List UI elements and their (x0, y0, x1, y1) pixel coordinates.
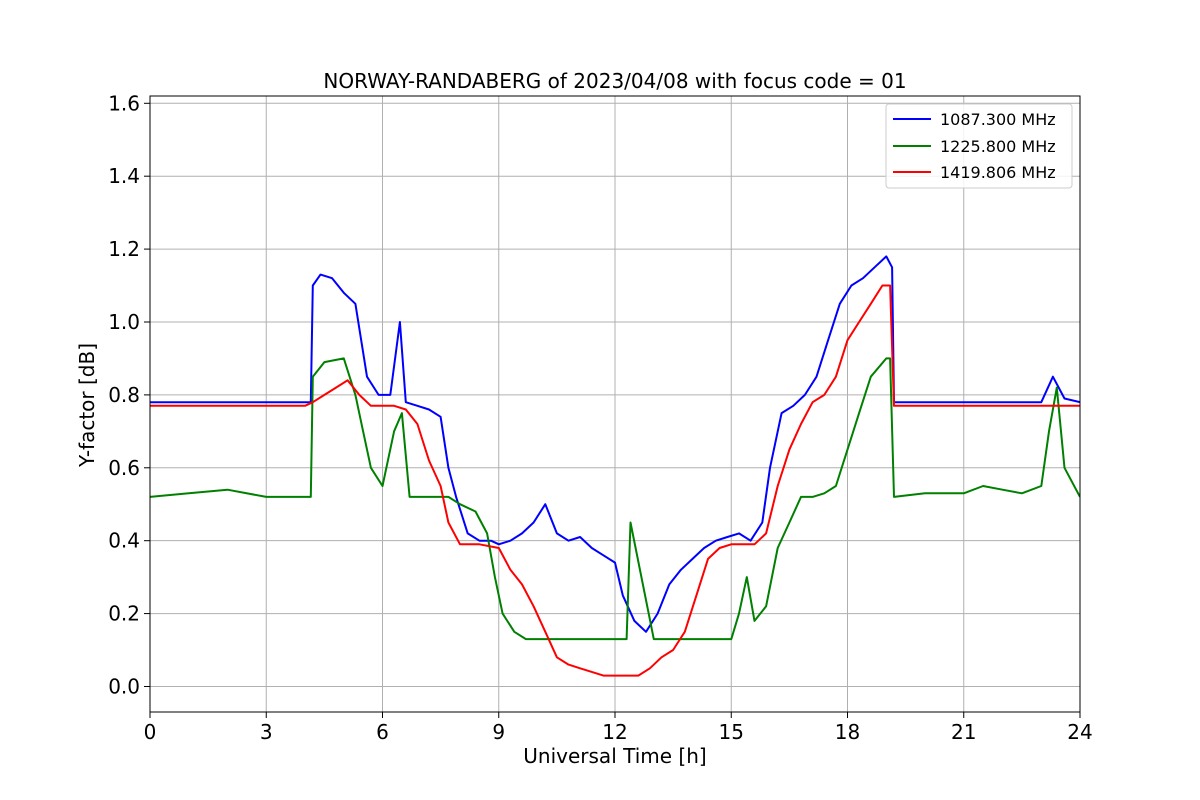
y-tick-label: 0.8 (108, 383, 140, 407)
y-axis-title: Y-factor [dB] (75, 343, 99, 468)
x-tick-label: 6 (376, 720, 389, 744)
series-layer (150, 255, 1080, 677)
x-tick-label: 15 (719, 720, 744, 744)
x-tick-label: 18 (835, 720, 860, 744)
y-tick-label: 0.4 (108, 529, 140, 553)
legend: 1087.300 MHz 1225.800 MHz 1419.806 MHz (885, 103, 1073, 189)
x-axis-title: Universal Time [h] (523, 744, 706, 768)
legend-label-1225: 1225.800 MHz (940, 137, 1056, 156)
y-tick-label: 1.2 (108, 237, 140, 261)
x-tick-label: 3 (260, 720, 273, 744)
series-line-1419 (150, 284, 1080, 677)
y-tick-label: 1.0 (108, 310, 140, 334)
ticks: 0 3 6 9 12 15 18 21 24 0.0 0.2 0.4 0.6 0.8 1.0 1.2 1.4 1.… (108, 91, 1093, 744)
chart-title: NORWAY-RANDABERG of 2023/04/08 with focu… (323, 69, 906, 93)
x-tick-label: 21 (951, 720, 976, 744)
legend-box (885, 103, 1073, 189)
y-tick-label: 1.6 (108, 91, 140, 115)
y-tick-label: 1.4 (108, 164, 140, 188)
x-tick-label: 9 (492, 720, 505, 744)
x-tick-label: 0 (144, 720, 157, 744)
y-tick-label: 0.2 (108, 602, 140, 626)
legend-label-1087: 1087.300 MHz (940, 110, 1056, 129)
y-tick-label: 0.0 (108, 674, 140, 698)
x-tick-label: 12 (602, 720, 627, 744)
legend-label-1419: 1419.806 MHz (940, 163, 1056, 182)
series-line-1087 (150, 255, 1080, 633)
series-line-1225 (150, 357, 1080, 641)
y-tick-label: 0.6 (108, 456, 140, 480)
x-tick-label: 24 (1067, 720, 1092, 744)
